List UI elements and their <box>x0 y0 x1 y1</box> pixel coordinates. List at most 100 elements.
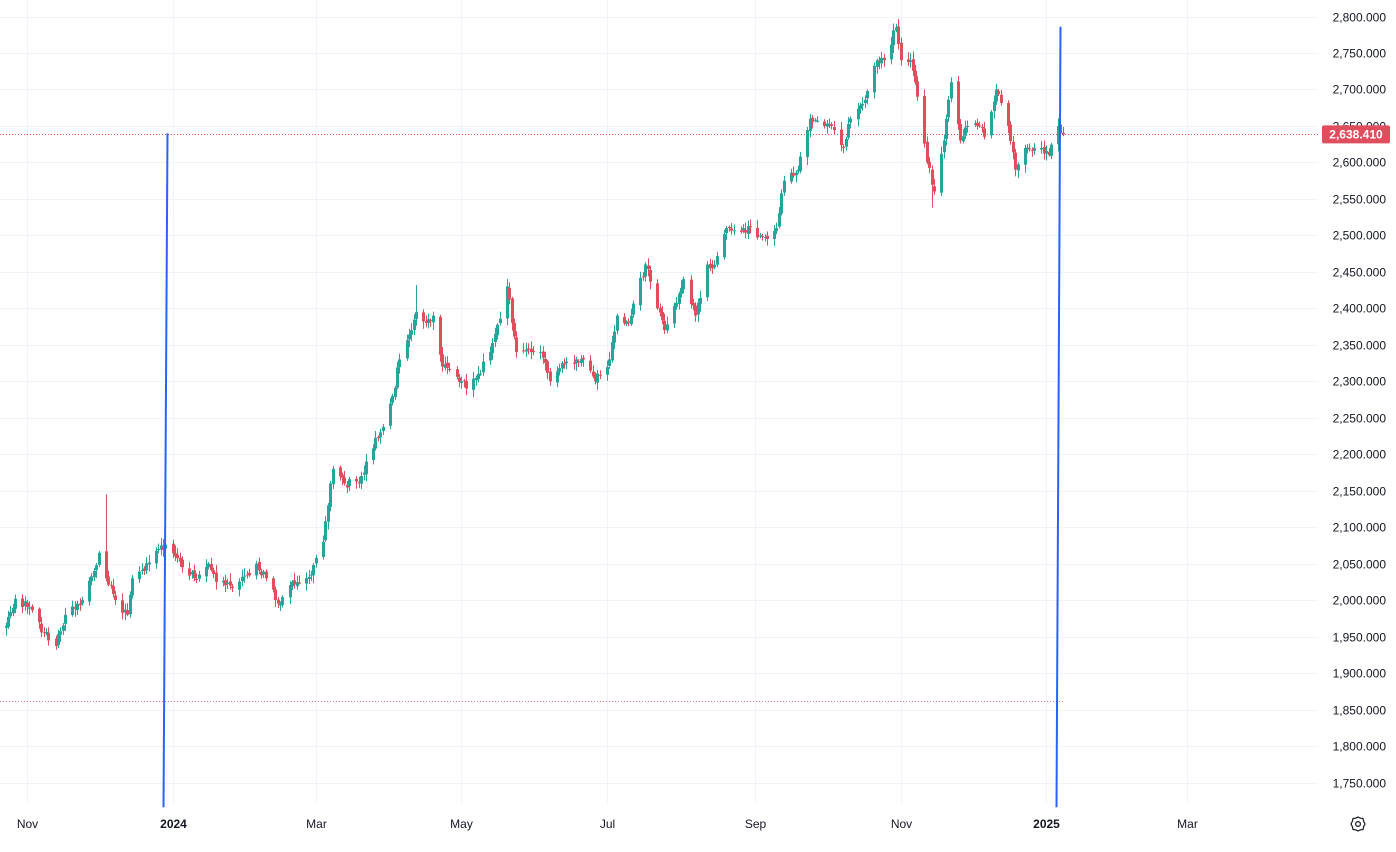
candle-body <box>463 380 466 382</box>
chart-settings-button[interactable] <box>1347 813 1369 835</box>
candle-body <box>195 579 198 581</box>
candle-body <box>675 302 678 307</box>
candle-body <box>191 571 194 575</box>
candle-body <box>515 337 518 353</box>
candle-body <box>656 283 659 309</box>
candle-body <box>806 130 809 158</box>
candle-body <box>694 305 697 316</box>
candle-body <box>833 127 836 131</box>
candle-body <box>623 316 626 324</box>
candle-body <box>659 307 662 313</box>
candle-body <box>611 342 614 361</box>
candle-body <box>625 323 628 325</box>
candle-body <box>396 367 399 388</box>
candle-body <box>542 351 545 358</box>
candle-body <box>315 557 318 564</box>
candle-body <box>849 118 852 123</box>
candle-body <box>446 362 449 368</box>
candle-body <box>661 312 664 321</box>
candle-body <box>1026 147 1029 149</box>
gridlines <box>0 0 1318 803</box>
candle-body <box>406 340 409 359</box>
candle-body <box>231 586 234 588</box>
candle-body <box>339 467 342 477</box>
candle-body <box>12 607 15 614</box>
candle-body <box>1017 164 1020 171</box>
candle-body <box>21 598 24 607</box>
candle-body <box>900 42 903 61</box>
price-axis[interactable]: 1,750.000 1,800.000 1,850.000 1,900.000 1,95… <box>1333 11 1387 791</box>
candle-body <box>38 608 41 623</box>
candle-body <box>255 563 258 576</box>
gear-icon <box>1350 816 1366 832</box>
candle-body <box>93 570 96 578</box>
candle-body <box>422 312 425 322</box>
last-price-tag: 2,638.410 <box>1322 125 1390 144</box>
vertical-marker-line[interactable] <box>162 133 169 808</box>
candle-body <box>730 228 733 231</box>
vertical-marker-line[interactable] <box>1055 26 1062 808</box>
time-axis[interactable]: Nov 2024 Mar May Jul Sep Nov 2025 Mar <box>17 817 1198 831</box>
candle-body <box>1050 144 1053 156</box>
candle-body <box>131 578 134 596</box>
candle-body <box>279 603 282 606</box>
candle-body <box>105 551 108 579</box>
candle-body <box>926 141 929 163</box>
candle-body <box>62 625 65 631</box>
time-tick-label: 2025 <box>1033 817 1060 831</box>
candle-body <box>394 387 397 398</box>
candle-body <box>594 374 597 382</box>
candle-body <box>642 276 645 278</box>
candle-body <box>374 437 377 449</box>
candle-body <box>783 180 786 193</box>
candle-body <box>45 631 48 634</box>
candle-body <box>444 364 447 368</box>
candle-body <box>799 156 802 172</box>
candle-body <box>162 546 165 550</box>
candle-body <box>198 574 201 579</box>
candle-body <box>943 140 946 153</box>
candle-body <box>630 315 633 325</box>
price-tick-label: 2,400.000 <box>1333 302 1387 316</box>
candle-body <box>496 324 499 336</box>
candle-body <box>298 582 301 584</box>
candle-body <box>1012 141 1015 153</box>
price-tick-label: 2,350.000 <box>1333 339 1387 353</box>
candle-body <box>141 569 144 571</box>
candle-body <box>1040 147 1043 150</box>
candle-body <box>742 228 745 231</box>
price-tick-label: 2,550.000 <box>1333 193 1387 207</box>
candle-body <box>210 564 213 571</box>
candle-body <box>997 91 1000 95</box>
candle-body <box>880 57 883 64</box>
candle-body <box>749 226 752 228</box>
vertical-markers[interactable] <box>162 26 1062 808</box>
candle-body <box>98 552 101 565</box>
candle-body <box>305 578 308 584</box>
candle-body <box>532 351 535 353</box>
candle-body <box>830 124 833 126</box>
candle-body <box>599 374 602 376</box>
time-tick-label: 2024 <box>160 817 187 831</box>
candle-body <box>24 601 27 607</box>
candle-body <box>699 297 702 304</box>
candle-body <box>573 362 576 364</box>
candle-body <box>90 576 93 582</box>
candle-body <box>525 349 528 352</box>
candle-body <box>589 360 592 371</box>
candle-body <box>243 575 246 577</box>
candle-body <box>816 120 819 122</box>
candle-body <box>76 603 79 611</box>
candle-body <box>632 303 635 315</box>
candle-body <box>990 111 993 136</box>
candle-body <box>680 287 683 294</box>
candle-body <box>499 318 502 324</box>
candle-body <box>756 228 759 238</box>
candle-body <box>711 266 714 269</box>
candle-body <box>138 571 141 580</box>
candle-body <box>1057 125 1060 145</box>
candle-body <box>993 101 996 112</box>
candle-body <box>945 118 948 140</box>
